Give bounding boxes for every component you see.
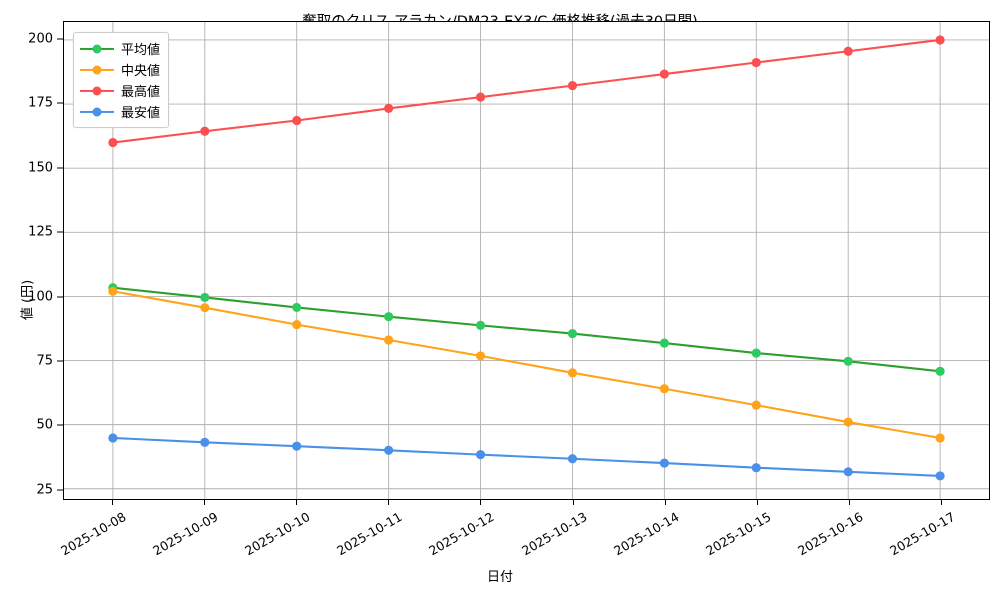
x-tick-mark [204, 500, 206, 505]
x-tick-mark [941, 500, 942, 505]
series-line-2 [111, 38, 942, 144]
x-tick-label: 2025-10-17 [887, 509, 958, 559]
x-axis-label: 日付 [486, 570, 513, 585]
x-axis-ticks: 2025-10-08 2025-10-09 2025-10-10 2025-10-11… [58, 500, 990, 600]
legend-swatch-icon [80, 42, 114, 56]
data-point[interactable] [935, 471, 945, 481]
x-tick-mark [296, 500, 298, 505]
legend-item-1[interactable]: 中央値 [80, 59, 160, 80]
legend-label: 中央値 [121, 64, 161, 79]
x-tick-mark [664, 500, 666, 505]
data-point[interactable] [200, 126, 210, 136]
data-point[interactable] [567, 368, 578, 378]
y-tick-mark [57, 231, 63, 233]
chart-legend[interactable]: 平均値中央値最高値最安値 [73, 32, 170, 128]
legend-swatch-icon [80, 84, 114, 98]
data-point[interactable] [292, 302, 302, 313]
data-point[interactable] [751, 57, 761, 68]
y-tick-label: 100 [28, 289, 53, 305]
y-tick-label: 50 [36, 417, 53, 433]
x-tick-label: 2025-10-11 [334, 509, 405, 559]
data-point[interactable] [751, 463, 761, 473]
x-tick-mark [388, 500, 390, 505]
y-tick-mark [57, 489, 63, 491]
data-point[interactable] [659, 338, 669, 348]
y-tick-mark [57, 102, 63, 104]
data-point[interactable] [567, 454, 578, 464]
x-tick-label: 2025-10-08 [58, 509, 129, 559]
y-tick-label: 75 [36, 353, 53, 369]
y-tick-mark [57, 296, 63, 298]
y-tick-mark [57, 360, 63, 362]
series-line-1 [111, 290, 942, 440]
data-point[interactable] [751, 400, 761, 410]
data-point[interactable] [108, 433, 118, 443]
x-tick-label: 2025-10-16 [794, 509, 866, 559]
legend-label: 平均値 [121, 43, 161, 58]
x-tick-mark [480, 500, 482, 505]
data-point[interactable] [843, 467, 853, 477]
y-tick-label: 25 [36, 482, 53, 498]
data-point[interactable] [384, 335, 394, 345]
data-point[interactable] [384, 445, 394, 455]
data-series-layer [108, 35, 945, 481]
series-line-3 [111, 436, 942, 477]
y-tick-label: 200 [28, 31, 53, 47]
data-point[interactable] [200, 303, 210, 313]
legend-swatch-icon [80, 105, 114, 119]
y-tick-mark [57, 424, 63, 426]
y-axis-ticks: 25 50 75 100 125 150 175 200 [0, 21, 63, 500]
data-point[interactable] [843, 46, 853, 56]
y-tick-label: 150 [28, 160, 53, 176]
data-point[interactable] [935, 433, 945, 443]
data-point[interactable] [108, 137, 118, 148]
data-point[interactable] [843, 356, 853, 366]
y-tick-label: 125 [28, 224, 53, 240]
x-tick-label: 2025-10-10 [242, 509, 313, 559]
x-tick-label: 2025-10-09 [150, 509, 221, 559]
legend-swatch-icon [80, 63, 114, 77]
x-tick-label: 2025-10-12 [426, 509, 497, 559]
data-point[interactable] [384, 103, 394, 114]
data-point[interactable] [659, 458, 669, 468]
data-point[interactable] [292, 115, 302, 126]
data-point[interactable] [567, 329, 578, 339]
y-tick-label: 175 [28, 95, 53, 111]
legend-label: 最高値 [121, 85, 161, 100]
plot-area [63, 21, 990, 500]
x-tick-label: 2025-10-15 [702, 509, 774, 559]
data-point[interactable] [200, 292, 210, 303]
data-point[interactable] [200, 437, 210, 447]
x-tick-mark [572, 500, 574, 505]
data-point[interactable] [475, 320, 486, 330]
data-point[interactable] [751, 348, 761, 358]
data-point[interactable] [475, 92, 486, 102]
data-point[interactable] [108, 286, 118, 296]
series-line-0 [111, 286, 942, 373]
y-tick-mark [57, 38, 63, 40]
data-point[interactable] [659, 384, 669, 394]
legend-item-2[interactable]: 最高値 [80, 80, 160, 101]
data-point[interactable] [659, 69, 669, 79]
legend-item-3[interactable]: 最安値 [80, 101, 160, 122]
data-point[interactable] [935, 35, 945, 45]
x-tick-mark [848, 500, 850, 505]
x-tick-label: 2025-10-14 [610, 509, 682, 559]
data-point[interactable] [384, 312, 394, 322]
data-point[interactable] [292, 320, 302, 330]
data-point[interactable] [935, 366, 945, 376]
x-tick-label: 2025-10-13 [518, 509, 590, 559]
x-tick-mark [756, 500, 758, 505]
y-tick-mark [57, 167, 63, 169]
data-point[interactable] [475, 351, 486, 361]
legend-label: 最安値 [121, 106, 161, 121]
x-tick-mark [112, 500, 113, 505]
data-point[interactable] [567, 81, 578, 91]
data-point[interactable] [292, 441, 302, 451]
data-point[interactable] [475, 450, 486, 460]
data-point[interactable] [843, 417, 853, 427]
legend-item-0[interactable]: 平均値 [80, 38, 160, 59]
